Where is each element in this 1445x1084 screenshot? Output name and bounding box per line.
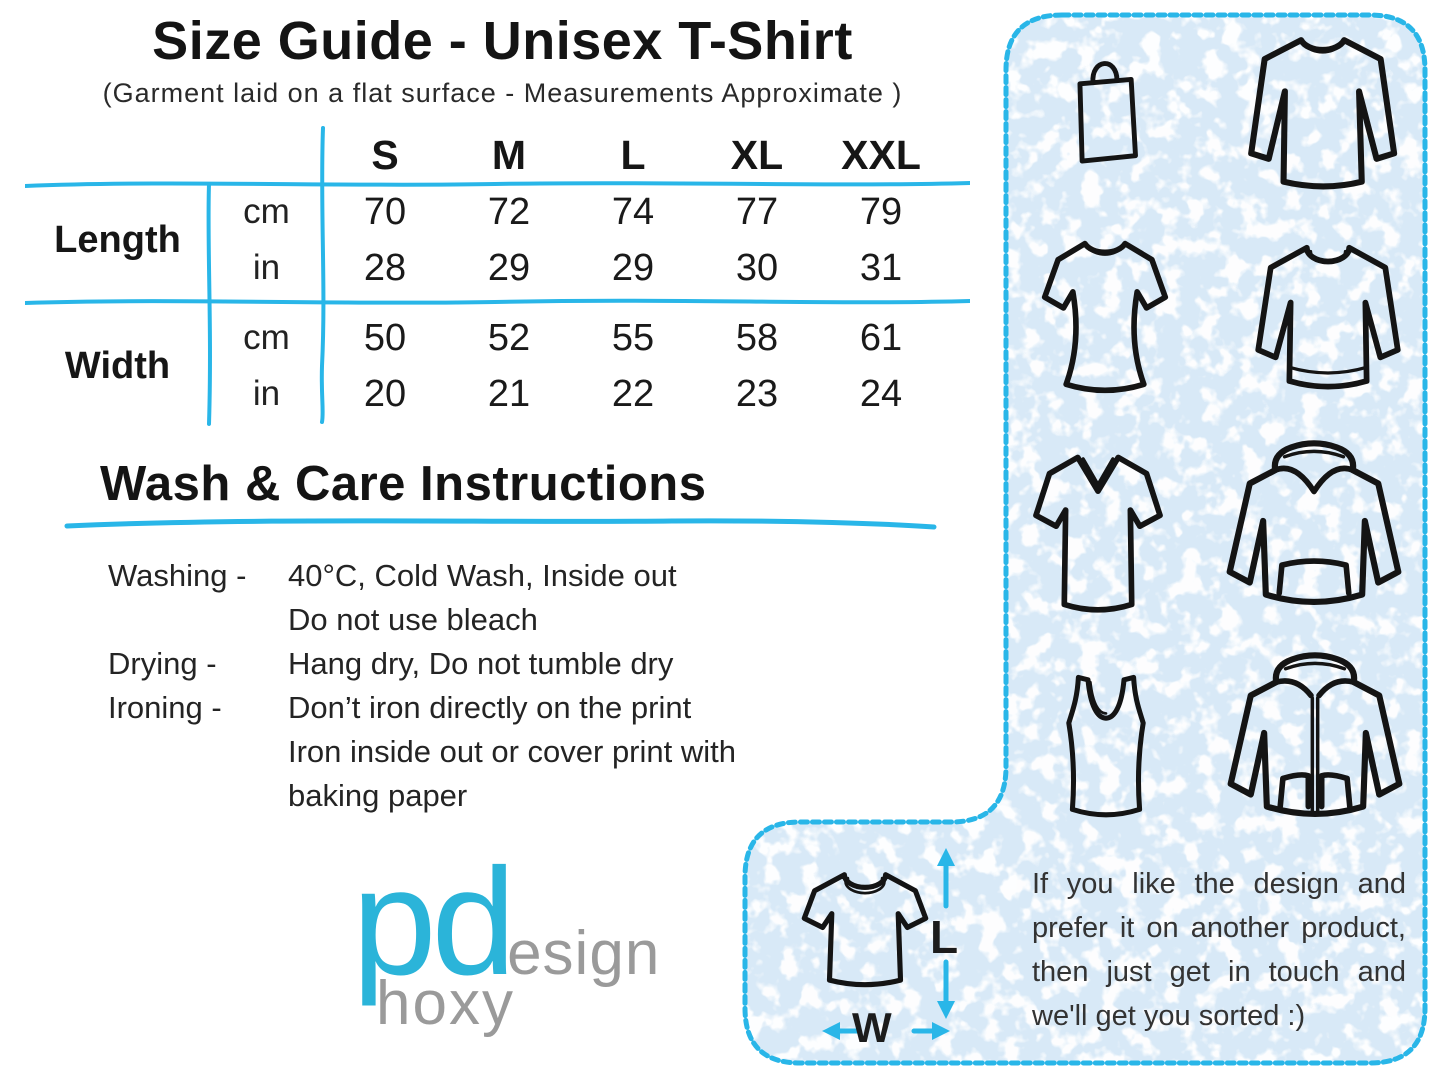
width-in-value: 21 bbox=[487, 372, 531, 415]
care-label bbox=[108, 730, 288, 774]
page-subtitle: (Garment laid on a flat surface - Measur… bbox=[102, 78, 903, 108]
care-heading: Wash & Care Instructions bbox=[100, 457, 707, 511]
length-in-value: 29 bbox=[487, 246, 531, 289]
table-corner-cell bbox=[25, 126, 210, 184]
length-measure-label: L bbox=[930, 911, 959, 963]
table-spacer bbox=[25, 296, 943, 310]
length-cm-value: 79 bbox=[859, 190, 903, 233]
width-cm-value: 58 bbox=[735, 316, 779, 359]
width-measure-label: W bbox=[852, 1004, 892, 1051]
width-cm-value: 50 bbox=[363, 316, 407, 359]
width-in-value: 24 bbox=[859, 372, 903, 415]
unit-label-cm: cm bbox=[243, 318, 290, 357]
size-col-header: M bbox=[491, 131, 527, 178]
tote-bag-icon bbox=[1077, 61, 1138, 164]
size-col-header: L bbox=[620, 131, 646, 178]
tank-top-icon bbox=[1066, 674, 1146, 818]
phoxy-design-logo: pdesign hoxy bbox=[352, 846, 752, 1056]
size-col-header: S bbox=[371, 131, 399, 178]
sweatshirt-icon bbox=[1255, 244, 1401, 390]
length-cm-value: 70 bbox=[363, 190, 407, 233]
long-sleeve-shirt-icon bbox=[1248, 37, 1398, 190]
v-neck-t-shirt-icon bbox=[1033, 454, 1163, 613]
care-text: Iron inside out or cover print with bbox=[288, 734, 736, 769]
width-in-value: 22 bbox=[611, 372, 655, 415]
length-in-value: 28 bbox=[363, 246, 407, 289]
care-row: Iron inside out or cover print with bbox=[108, 730, 768, 774]
page-title: Size Guide - Unisex T-Shirt bbox=[152, 11, 853, 71]
care-label: Ironing - bbox=[108, 690, 222, 725]
care-row: Ironing - Don’t iron directly on the pri… bbox=[108, 686, 768, 730]
care-text: Hang dry, Do not tumble dry bbox=[288, 646, 674, 681]
width-row-label: Width bbox=[64, 344, 171, 387]
length-cm-value: 74 bbox=[611, 190, 655, 233]
length-measure-arrow bbox=[937, 848, 955, 1019]
unit-label-in: in bbox=[252, 248, 281, 287]
care-text: baking paper bbox=[288, 778, 468, 813]
care-instructions: Washing - 40°C, Cold Wash, Inside out Do… bbox=[108, 554, 768, 818]
length-row-label: Length bbox=[54, 218, 181, 261]
womens-t-shirt-icon bbox=[1041, 240, 1169, 394]
width-cm-value: 61 bbox=[859, 316, 903, 359]
pullover-hoodie-icon bbox=[1226, 440, 1402, 605]
logo-esign-text: esign bbox=[507, 919, 661, 988]
care-text: 40°C, Cold Wash, Inside out bbox=[288, 558, 677, 593]
logo-hoxy-text: hoxy bbox=[376, 969, 515, 1038]
size-table: S M L XL XXL Length cm 70 72 74 77 79 in… bbox=[25, 126, 970, 422]
length-in-value: 31 bbox=[859, 246, 903, 289]
width-in-value: 23 bbox=[735, 372, 779, 415]
width-cm-value: 52 bbox=[487, 316, 531, 359]
care-label bbox=[108, 774, 288, 818]
care-text: Do not use bleach bbox=[288, 602, 538, 637]
size-col-header: XL bbox=[730, 131, 784, 178]
care-label: Washing - bbox=[108, 558, 247, 593]
care-label: Drying - bbox=[108, 646, 217, 681]
care-row: baking paper bbox=[108, 774, 768, 818]
care-label bbox=[108, 598, 288, 642]
unit-label-in: in bbox=[252, 374, 281, 413]
care-row: Drying - Hang dry, Do not tumble dry bbox=[108, 642, 768, 686]
length-cm-value: 77 bbox=[735, 190, 779, 233]
care-text: Don’t iron directly on the print bbox=[288, 690, 692, 725]
care-row: Washing - 40°C, Cold Wash, Inside out bbox=[108, 554, 768, 598]
width-in-value: 20 bbox=[363, 372, 407, 415]
width-cm-value: 55 bbox=[611, 316, 655, 359]
logo-pd-text: pd bbox=[352, 837, 516, 1007]
length-in-value: 29 bbox=[611, 246, 655, 289]
length-cm-value: 72 bbox=[487, 190, 531, 233]
zip-hoodie-icon bbox=[1227, 652, 1403, 817]
care-row: Do not use bleach bbox=[108, 598, 768, 642]
length-in-value: 30 bbox=[735, 246, 779, 289]
table-corner-cell bbox=[210, 126, 323, 184]
unit-label-cm: cm bbox=[243, 192, 290, 231]
width-measure-arrow bbox=[822, 1022, 950, 1040]
measure-t-shirt-icon bbox=[801, 872, 929, 988]
size-col-header: XXL bbox=[841, 131, 921, 178]
contact-note: If you like the design and prefer it on … bbox=[1032, 868, 1406, 1032]
